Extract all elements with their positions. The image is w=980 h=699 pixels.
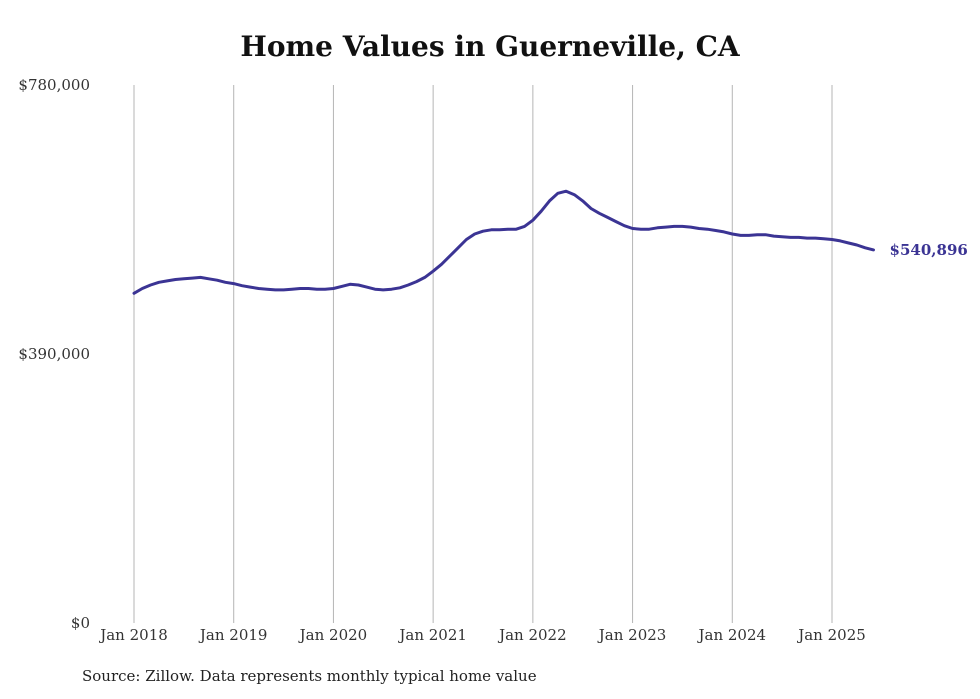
x-tick-label: Jan 2024 <box>697 626 767 644</box>
y-axis-tick-labels: $0 $390,000 $780,000 <box>18 76 90 632</box>
end-value-label: $540,896 <box>890 241 968 259</box>
chart-title: Home Values in Guerneville, CA <box>240 30 740 63</box>
x-axis-tick-labels: Jan 2018 Jan 2019 Jan 2020 Jan 2021 Jan 2022… <box>98 626 866 644</box>
x-tick-label: Jan 2019 <box>198 626 268 644</box>
x-tick-label: Jan 2023 <box>597 626 667 644</box>
y-tick-label: $390,000 <box>18 345 90 363</box>
x-tick-label: Jan 2025 <box>796 626 866 644</box>
y-tick-label: $0 <box>71 614 90 632</box>
series-lines <box>132 189 875 295</box>
x-tick-label: Jan 2018 <box>98 626 168 644</box>
series-line <box>132 189 875 295</box>
grid-lines <box>133 85 833 623</box>
source-note: Source: Zillow. Data represents monthly … <box>82 667 537 685</box>
x-tick-label: Jan 2021 <box>397 626 467 644</box>
y-tick-label: $780,000 <box>18 76 90 94</box>
x-tick-label: Jan 2022 <box>497 626 567 644</box>
x-tick-label: Jan 2020 <box>298 626 368 644</box>
end-value-labels: $540,896 <box>890 241 968 259</box>
